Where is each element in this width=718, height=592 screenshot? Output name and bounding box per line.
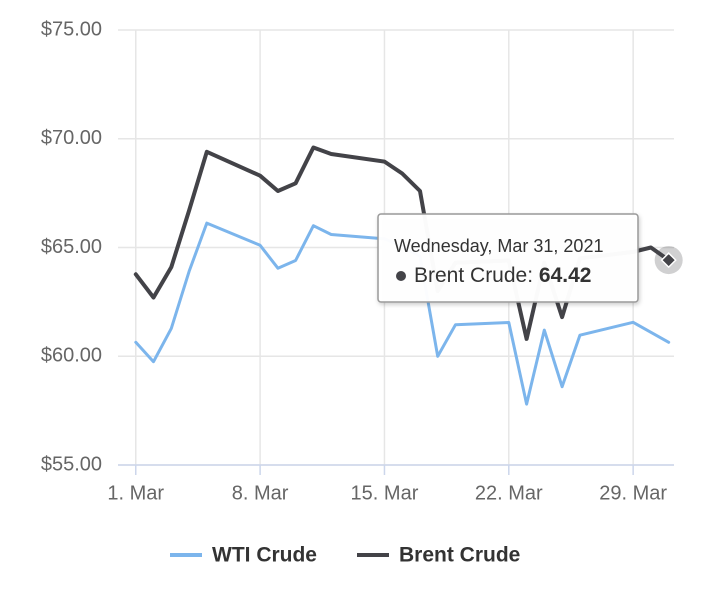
tooltip-label: Brent Crude: xyxy=(414,264,533,287)
tooltip-box xyxy=(377,213,639,303)
tooltip-header: Wednesday, Mar 31, 2021 xyxy=(394,236,603,256)
legend: WTI Crude Brent Crude xyxy=(170,544,520,567)
y-tick-label: $65.00 xyxy=(41,236,102,258)
tooltip-text: Brent Crude: 64.42 xyxy=(414,264,591,287)
y-tick-label: $75.00 xyxy=(41,18,102,40)
x-tick-label: 1. Mar xyxy=(107,482,164,504)
legend-label: Brent Crude xyxy=(399,544,520,567)
tooltip-value: 64.42 xyxy=(539,264,592,287)
legend-label: WTI Crude xyxy=(212,544,317,567)
x-tick-label: 29. Mar xyxy=(599,482,667,504)
tooltip: Wednesday, Mar 31, 2021 Brent Crude: 64.… xyxy=(377,213,639,303)
tooltip-dot xyxy=(396,271,406,281)
x-tick-label: 22. Mar xyxy=(475,482,543,504)
hover-marker xyxy=(660,252,677,269)
y-tick-label: $55.00 xyxy=(41,453,102,475)
x-tick-label: 15. Mar xyxy=(351,482,419,504)
y-tick-label: $70.00 xyxy=(41,127,102,149)
y-tick-label: $60.00 xyxy=(41,345,102,367)
x-tick-label: 8. Mar xyxy=(232,482,289,504)
